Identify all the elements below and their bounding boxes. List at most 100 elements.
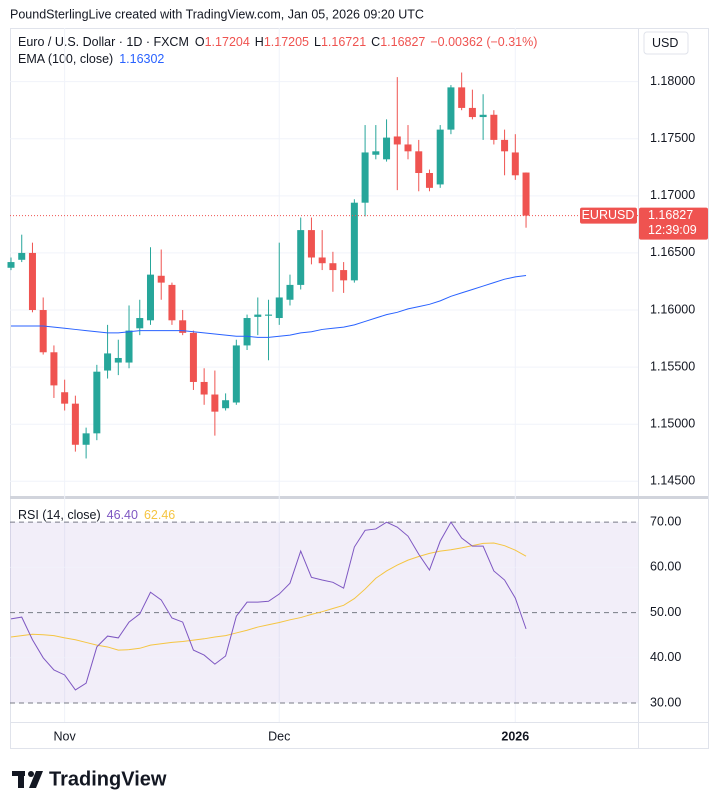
open-value: 1.17204	[205, 35, 250, 49]
candle-body	[125, 330, 133, 363]
candle-body	[372, 151, 380, 155]
price-tag-countdown: 12:39:09	[648, 223, 697, 237]
candle-body	[415, 151, 423, 174]
y-tick-label: 1.17500	[650, 131, 695, 145]
low-value: 1.16721	[321, 35, 366, 49]
candle-body	[447, 87, 455, 130]
y-tick-label: 1.17000	[650, 188, 695, 202]
ema-legend: EMA (100, close) 1.16302	[18, 52, 164, 66]
candle-body	[157, 275, 165, 283]
candle-body	[82, 433, 90, 445]
candle-body	[468, 107, 476, 118]
y-tick-label: 1.16500	[650, 245, 695, 259]
y-tick-label: 1.15000	[650, 417, 695, 431]
x-tick-label: 2026	[501, 729, 529, 743]
candle-body	[222, 400, 230, 409]
logo-icon	[29, 771, 43, 788]
ohlc-label: C	[371, 35, 380, 49]
currency-box[interactable]	[643, 31, 689, 55]
footer-logo[interactable]: TradingView	[12, 768, 167, 790]
candle-body	[61, 392, 69, 404]
candle-body	[104, 353, 112, 371]
logo-text: TradingView	[49, 768, 167, 790]
candle-body	[243, 318, 251, 346]
candle-body	[329, 263, 337, 271]
candle-body	[340, 270, 348, 281]
x-tick-label: Dec	[268, 729, 290, 743]
candle-body	[393, 136, 401, 145]
candle-body	[404, 144, 412, 152]
y-tick-label: 40.00	[650, 650, 681, 664]
candle-body	[522, 172, 530, 216]
logo-icon	[28, 771, 34, 777]
candle-body	[436, 129, 444, 185]
close-value: 1.16827	[380, 35, 425, 49]
candle-body	[200, 381, 208, 395]
symbol-tag	[580, 207, 637, 224]
candle-body	[18, 252, 26, 260]
symbol-tag-text: EURUSD	[582, 208, 635, 222]
y-tick-label: 1.14500	[650, 474, 695, 488]
y-tick-label: 30.00	[650, 695, 681, 709]
candle-body	[383, 137, 391, 160]
y-tick-label: 1.16000	[650, 302, 695, 316]
candle-body	[211, 394, 219, 412]
candle-body	[114, 357, 122, 363]
candle-body	[425, 173, 433, 188]
ema-value: 1.16302	[119, 52, 164, 66]
rsi-line	[10, 521, 527, 691]
candle-body	[28, 252, 36, 311]
candle-body	[490, 114, 498, 140]
candle-body	[232, 345, 240, 403]
candle-body	[350, 202, 358, 281]
candle-body	[71, 403, 79, 445]
ema-name: EMA (100, close)	[18, 52, 113, 66]
ohlc-label: O	[195, 35, 205, 49]
candle-body	[307, 230, 315, 258]
candle-body	[179, 320, 187, 333]
candle-body	[501, 139, 509, 152]
candle-body	[458, 87, 466, 108]
logo-icon	[18, 771, 24, 788]
y-tick-label: 60.00	[650, 560, 681, 574]
candle-body	[7, 262, 15, 268]
candle-body	[318, 257, 326, 264]
candle-body	[93, 371, 101, 434]
candle-body	[511, 152, 519, 176]
rsi-name: RSI (14, close)	[18, 508, 101, 522]
candle-body	[254, 314, 262, 317]
ohlc-label: H	[255, 35, 264, 49]
candle-body	[297, 230, 305, 285]
x-tick-label: Nov	[54, 729, 77, 743]
change: −0.00362 (−0.31%)	[430, 35, 537, 49]
frame	[10, 28, 709, 749]
price-tag-value: 1.16827	[648, 208, 693, 222]
rsi-line	[10, 542, 527, 651]
rsi-value: 62.46	[144, 508, 175, 522]
candle-body	[146, 274, 154, 321]
y-tick-label: 70.00	[650, 514, 681, 528]
price-legend: Euro / U.S. Dollar · 1D · FXCM O1.17204 H 1…	[18, 35, 537, 49]
candle-body	[39, 310, 47, 353]
candle-body	[286, 284, 294, 300]
candle-body	[50, 352, 58, 386]
symbol-title: Euro / U.S. Dollar · 1D · FXCM	[18, 35, 189, 49]
candle-body	[136, 318, 144, 329]
currency: USD	[652, 36, 678, 50]
price-tag	[639, 207, 708, 240]
y-tick-label: 50.00	[650, 605, 681, 619]
ohlc-label: L	[314, 35, 321, 49]
y-tick-label: 1.18000	[650, 74, 695, 88]
candle-body	[265, 314, 273, 316]
rsi-legend: RSI (14, close) 46.40 62.46	[18, 508, 175, 522]
ema-line	[11, 275, 527, 338]
attribution: PoundSterlingLive created with TradingVi…	[10, 7, 424, 21]
candle-body	[361, 152, 369, 203]
y-tick-label: 1.15500	[650, 359, 695, 373]
candle-body	[275, 297, 283, 319]
candle-body	[479, 114, 487, 118]
candle-body	[168, 284, 176, 321]
candle-body	[189, 332, 197, 382]
